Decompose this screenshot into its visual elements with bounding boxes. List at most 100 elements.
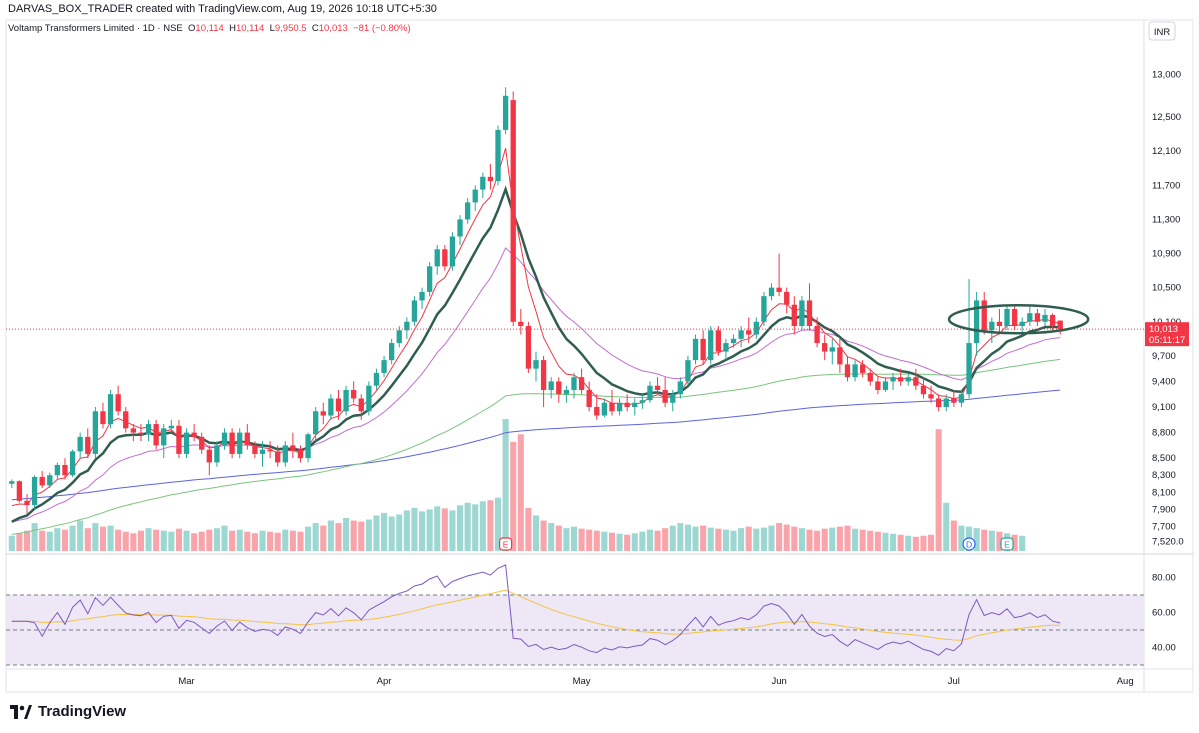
candle[interactable] (366, 381, 372, 416)
candle[interactable] (1019, 317, 1025, 332)
candle[interactable] (176, 419, 182, 459)
candle[interactable] (730, 334, 737, 348)
candle[interactable] (62, 458, 68, 480)
candle[interactable] (54, 462, 61, 480)
candle[interactable] (358, 394, 364, 420)
candle[interactable] (47, 472, 53, 489)
candle[interactable] (153, 419, 159, 450)
candles[interactable] (9, 87, 1063, 514)
currency-badge[interactable] (1148, 21, 1176, 41)
candle[interactable] (616, 398, 623, 416)
candle[interactable] (685, 355, 691, 386)
candle[interactable] (229, 428, 235, 459)
candle[interactable] (708, 326, 714, 365)
candle[interactable] (723, 338, 729, 361)
candle[interactable] (920, 377, 927, 399)
candle[interactable] (837, 338, 843, 373)
candle[interactable] (700, 330, 706, 365)
candle[interactable] (411, 296, 418, 327)
candle[interactable] (237, 428, 243, 459)
candle[interactable] (335, 389, 342, 420)
candle[interactable] (130, 424, 137, 442)
tradingview-logo[interactable]: TradingView (10, 703, 126, 720)
price-axis[interactable]: 13,000 12,500 12,100 11,700 11,300 10,900 10,5… (1152, 69, 1184, 547)
candle[interactable] (107, 389, 114, 429)
candle[interactable] (77, 432, 83, 459)
candle[interactable] (533, 351, 539, 382)
candle[interactable] (1027, 304, 1033, 327)
candle[interactable] (502, 87, 509, 135)
candle[interactable] (419, 287, 425, 309)
candle[interactable] (328, 394, 334, 420)
candle[interactable] (275, 445, 281, 467)
candle[interactable] (457, 215, 463, 246)
candle[interactable] (601, 398, 608, 418)
candle[interactable] (267, 441, 273, 459)
candle[interactable] (966, 279, 972, 399)
candle[interactable] (951, 389, 957, 408)
candle[interactable] (199, 432, 205, 454)
candle[interactable] (191, 424, 197, 442)
candle[interactable] (639, 394, 646, 409)
candle[interactable] (996, 308, 1003, 335)
candle[interactable] (806, 283, 813, 331)
candle[interactable] (145, 419, 152, 442)
candle[interactable] (852, 360, 858, 382)
candle[interactable] (434, 245, 440, 275)
candle[interactable] (464, 198, 471, 224)
event-marker[interactable]: E (1000, 537, 1014, 551)
candle[interactable] (882, 377, 889, 392)
candle[interactable] (594, 394, 600, 420)
candle[interactable] (715, 326, 721, 356)
circle-annotation[interactable] (947, 303, 1090, 335)
candle[interactable] (1004, 304, 1010, 331)
candle[interactable] (928, 385, 934, 403)
event-marker[interactable]: D (962, 537, 976, 551)
candle[interactable] (799, 296, 805, 331)
candle[interactable] (791, 296, 797, 335)
candle[interactable] (677, 377, 684, 399)
candle[interactable] (351, 381, 357, 403)
candle[interactable] (1057, 320, 1063, 335)
candle[interactable] (670, 389, 676, 412)
candle[interactable] (563, 385, 570, 403)
candle[interactable] (609, 389, 615, 416)
candle[interactable] (844, 355, 851, 382)
candle[interactable] (958, 389, 965, 408)
candle[interactable] (480, 172, 486, 199)
candle[interactable] (214, 441, 220, 467)
candle[interactable] (1034, 308, 1041, 327)
candle[interactable] (221, 428, 228, 450)
candle[interactable] (206, 445, 212, 476)
candle[interactable] (654, 377, 661, 395)
candle[interactable] (115, 385, 121, 416)
candle[interactable] (305, 432, 311, 463)
candle[interactable] (761, 291, 767, 327)
candle[interactable] (69, 449, 76, 477)
candle[interactable] (183, 428, 190, 459)
candle[interactable] (252, 441, 258, 459)
candle[interactable] (913, 368, 919, 390)
candle[interactable] (822, 334, 828, 361)
candle[interactable] (313, 407, 319, 442)
candle[interactable] (168, 419, 174, 433)
candle[interactable] (381, 355, 387, 378)
candle[interactable] (39, 470, 45, 489)
candle[interactable] (973, 291, 980, 356)
candle[interactable] (85, 428, 91, 459)
candle[interactable] (746, 317, 752, 344)
candle[interactable] (768, 283, 775, 301)
candle[interactable] (259, 441, 266, 467)
candle[interactable] (320, 402, 326, 425)
candle[interactable] (31, 475, 38, 510)
candle[interactable] (388, 338, 395, 365)
candle[interactable] (92, 407, 99, 459)
candle[interactable] (510, 91, 516, 327)
candle[interactable] (16, 480, 23, 503)
candle[interactable] (860, 360, 866, 378)
candle[interactable] (989, 317, 995, 344)
candle[interactable] (518, 308, 524, 335)
candle[interactable] (426, 262, 433, 297)
candle[interactable] (943, 394, 949, 412)
candle[interactable] (571, 372, 577, 399)
